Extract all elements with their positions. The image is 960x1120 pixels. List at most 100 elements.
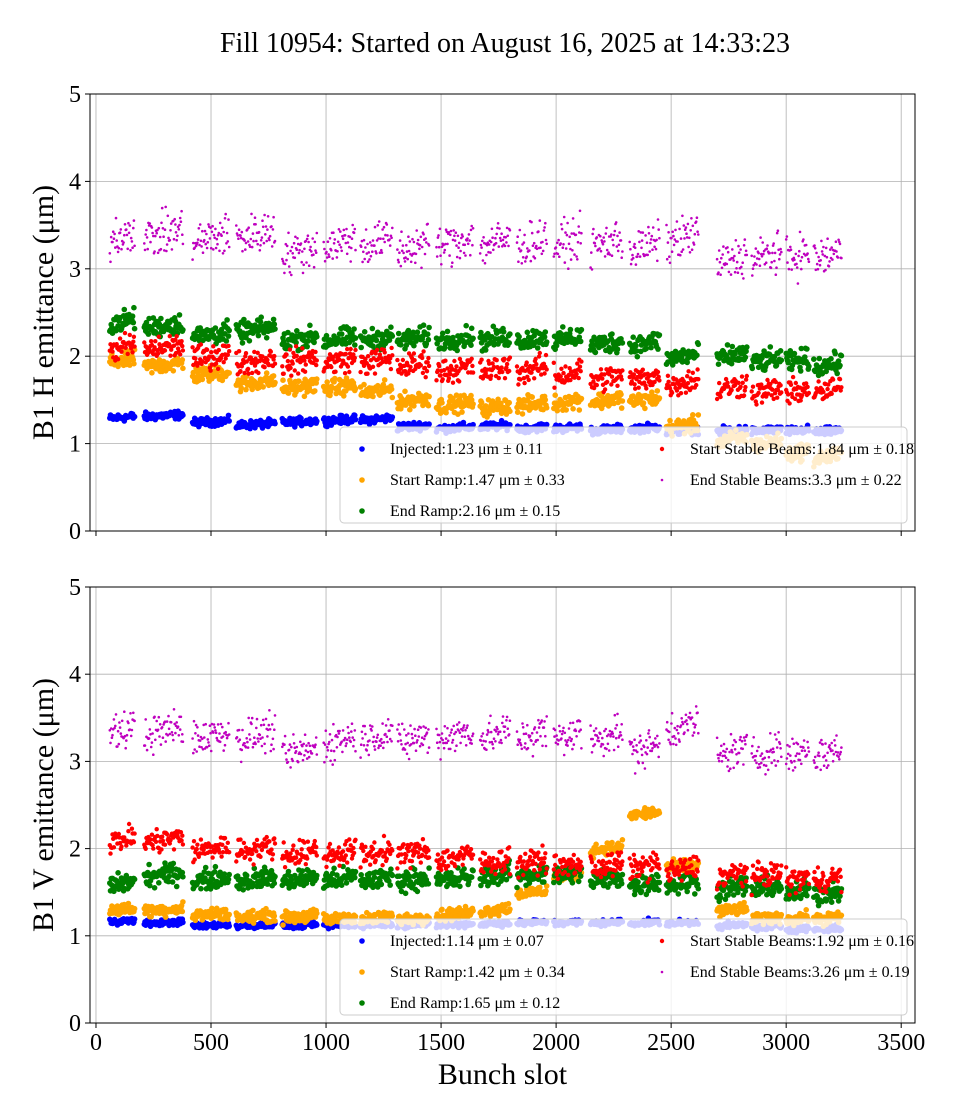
data-point xyxy=(690,412,696,418)
data-point xyxy=(646,253,649,257)
data-point xyxy=(427,244,431,247)
data-point xyxy=(266,215,270,218)
data-point xyxy=(645,241,649,244)
data-point xyxy=(358,344,365,351)
data-point xyxy=(684,359,690,366)
data-point xyxy=(439,254,442,257)
data-point xyxy=(425,241,428,244)
data-point xyxy=(840,256,843,260)
data-point xyxy=(557,238,560,242)
data-point xyxy=(353,347,358,353)
data-point xyxy=(145,331,152,337)
data-point xyxy=(349,260,353,263)
data-point xyxy=(497,245,501,248)
data-point xyxy=(156,251,160,255)
data-point xyxy=(246,240,250,243)
data-point xyxy=(131,334,137,339)
data-point xyxy=(281,259,285,263)
data-point xyxy=(683,390,689,395)
data-point xyxy=(770,260,773,264)
data-point xyxy=(303,362,308,367)
data-point xyxy=(838,352,845,359)
data-point xyxy=(153,339,158,344)
data-point xyxy=(738,384,743,389)
data-point xyxy=(459,249,462,253)
data-point xyxy=(372,371,378,376)
data-point xyxy=(815,262,819,266)
data-point xyxy=(376,224,380,227)
data-point xyxy=(380,251,384,254)
data-point xyxy=(436,236,440,239)
data-point xyxy=(145,236,149,239)
data-point xyxy=(770,387,775,392)
data-point xyxy=(423,252,427,256)
data-point xyxy=(542,229,546,232)
data-point xyxy=(610,233,613,236)
data-point xyxy=(573,253,576,256)
data-point xyxy=(778,257,781,261)
data-point xyxy=(455,255,459,259)
data-point xyxy=(418,363,423,368)
data-point xyxy=(383,240,387,244)
data-point xyxy=(223,356,228,361)
data-point xyxy=(426,355,431,361)
data-point xyxy=(633,242,636,246)
data-point xyxy=(262,365,267,370)
data-point xyxy=(421,349,426,354)
data-point xyxy=(364,246,367,249)
data-point xyxy=(177,228,181,231)
data-point xyxy=(224,212,227,216)
data-point xyxy=(574,233,578,237)
data-point xyxy=(655,346,661,352)
data-point xyxy=(226,418,232,424)
data-point xyxy=(679,253,682,257)
data-point xyxy=(464,254,467,257)
data-point xyxy=(499,365,504,370)
data-point xyxy=(440,377,445,382)
data-point xyxy=(642,405,648,412)
data-point xyxy=(614,346,621,353)
data-point xyxy=(111,240,114,244)
data-point xyxy=(554,407,561,414)
data-point xyxy=(167,334,172,339)
data-point xyxy=(767,344,774,350)
data-point xyxy=(556,241,559,245)
data-point xyxy=(416,238,420,242)
data-point xyxy=(678,354,685,361)
data-point xyxy=(363,257,367,261)
data-point xyxy=(458,332,465,339)
data-point xyxy=(285,258,288,262)
data-point xyxy=(426,363,432,369)
data-point xyxy=(832,252,836,256)
data-point xyxy=(174,223,177,226)
data-point xyxy=(114,216,118,220)
data-point xyxy=(534,362,539,367)
data-point xyxy=(131,413,138,420)
data-point xyxy=(498,236,502,240)
data-point xyxy=(802,238,805,241)
data-point xyxy=(226,327,232,334)
data-point xyxy=(166,214,170,218)
data-point xyxy=(297,251,301,255)
data-point xyxy=(313,349,318,355)
data-point xyxy=(466,237,469,240)
data-point xyxy=(787,267,791,271)
data-point xyxy=(159,247,163,251)
data-point xyxy=(768,251,771,255)
data-point xyxy=(350,246,353,250)
data-point xyxy=(418,247,421,251)
data-point xyxy=(131,246,134,249)
series-end-stable-beams xyxy=(108,205,843,285)
data-point xyxy=(450,380,456,385)
data-point xyxy=(388,244,392,247)
data-point xyxy=(123,233,126,237)
y-tick-label: 4 xyxy=(69,662,81,688)
x-tick-label: 3500 xyxy=(877,1030,925,1056)
data-point xyxy=(395,330,402,337)
data-point xyxy=(208,237,212,240)
data-point xyxy=(129,249,132,252)
data-point xyxy=(681,248,685,251)
y-tick-label: 1 xyxy=(69,432,81,458)
data-point xyxy=(181,242,185,246)
data-point xyxy=(435,255,439,258)
